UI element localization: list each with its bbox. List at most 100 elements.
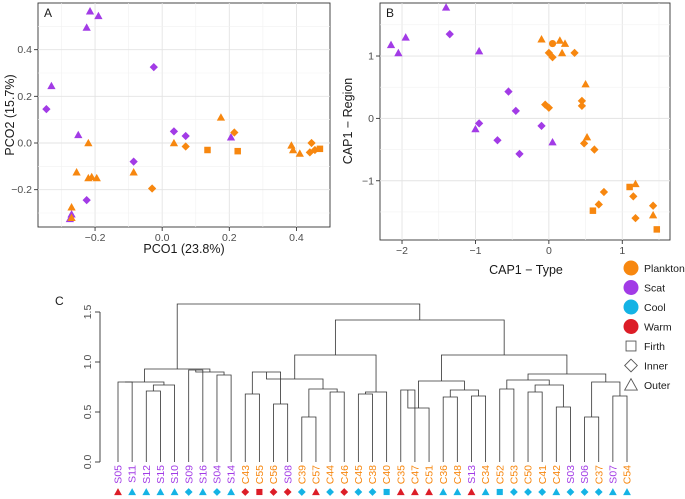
leaf-label: C44 — [325, 465, 337, 484]
panel-b-ylabel: CAP1 − Region — [341, 78, 355, 165]
leaf-label: C41 — [537, 465, 549, 484]
cap-point-plankton-square — [653, 226, 661, 233]
x-tick-label: 0.4 — [289, 232, 304, 244]
leaf-marker-warm-triangle — [114, 488, 122, 496]
dendrogram-branch — [145, 390, 161, 462]
dendrogram-branch — [334, 319, 505, 355]
leaf-label: S09 — [183, 465, 195, 484]
dendrogram-branch — [357, 393, 373, 462]
leaf-label: C56 — [268, 465, 280, 484]
cap-point-scat-triangle — [401, 33, 410, 41]
x-tick-label: −2 — [396, 245, 408, 257]
cap-point-scat-triangle — [548, 137, 557, 146]
dendrogram-branch — [329, 391, 345, 462]
cap-point-plankton-triangle — [631, 179, 640, 188]
leaf-marker-warm-diamond — [241, 488, 250, 496]
legend-label-outer: Outer — [644, 380, 671, 392]
cap-point-plankton-diamond — [579, 139, 589, 148]
cap-point-scat-diamond — [445, 30, 454, 39]
leaf-label: C36 — [438, 465, 450, 484]
pco-point-scat-diamond — [181, 131, 190, 141]
leaf-marker-cool-diamond — [524, 488, 532, 496]
pco-point-scat-triangle — [82, 23, 91, 31]
cap-point-plankton-diamond — [594, 200, 603, 209]
leaf-label: C57 — [311, 465, 323, 484]
cap-point-plankton-diamond — [629, 192, 638, 201]
dendrogram-branch — [471, 395, 487, 462]
panel-a-axes: −0.2 0.0 0.2 0.4 −0.2 0.0 0.2 0.4 — [11, 44, 304, 244]
cap-point-plankton-diamond — [590, 145, 599, 154]
pco-point-plankton-diamond — [181, 142, 190, 151]
pco-point-plankton-triangle — [216, 113, 226, 121]
x-tick-label: −0.2 — [85, 232, 106, 244]
pco-point-scat-diamond — [82, 196, 91, 205]
dendrogram-branch — [499, 388, 515, 462]
y-tick-label: 0.0 — [82, 455, 94, 470]
dendrogram-branch — [273, 403, 289, 462]
cap-point-scat-diamond — [504, 87, 513, 96]
dendrogram-branch — [527, 391, 543, 462]
leaf-label: S15 — [155, 465, 167, 484]
leaf-label: C54 — [622, 465, 634, 484]
leaf-label: S03 — [565, 465, 577, 484]
leaf-marker-cool-diamond — [580, 488, 589, 496]
legend-label-inner: Inner — [644, 361, 668, 373]
legend-swatch-firth — [625, 340, 637, 352]
leaf-label: C40 — [381, 465, 393, 484]
cap-point-scat-diamond — [537, 121, 546, 131]
leaf-label: C45 — [353, 465, 365, 484]
y-tick-label: 0 — [368, 113, 374, 125]
cap-point-scat-triangle — [474, 46, 484, 55]
leaf-marker-cool-diamond — [213, 488, 221, 496]
leaf-label: C53 — [508, 465, 520, 484]
panel-c-letter: C — [55, 294, 64, 308]
leaf-marker-cool-diamond — [184, 488, 193, 496]
y-tick-label: 0.5 — [82, 405, 94, 420]
legend-swatch-cool — [623, 299, 639, 315]
dendrogram-branch — [555, 406, 571, 462]
leaf-marker-cool-triangle — [198, 488, 207, 496]
leaf-label: S08 — [282, 465, 294, 484]
leaf-label: C35 — [395, 465, 407, 484]
pco-point-plankton-triangle — [84, 138, 93, 147]
y-tick-label: 1 — [368, 51, 374, 63]
cap-point-plankton-circle — [548, 39, 557, 48]
leaf-marker-cool-triangle — [608, 488, 617, 496]
cap-point-scat-diamond — [474, 119, 484, 128]
leaf-marker-cool-diamond — [297, 488, 306, 496]
pco-point-plankton-diamond — [310, 145, 320, 155]
leaf-marker-warm-triangle — [396, 488, 405, 496]
pco-point-plankton-triangle — [72, 168, 81, 176]
y-tick-label: −0.2 — [11, 184, 32, 196]
leaf-label: C42 — [551, 465, 563, 484]
leaf-label: C34 — [480, 465, 492, 484]
pco-point-scat-triangle — [94, 11, 103, 20]
leaf-marker-cool-triangle — [170, 488, 179, 496]
dendrogram-branch — [144, 368, 211, 382]
x-tick-label: 0 — [546, 245, 552, 257]
pco-point-scat-triangle — [47, 81, 56, 90]
leaf-marker-cool-diamond — [326, 488, 334, 496]
legend-swatch-warm — [623, 319, 639, 334]
y-tick-label: 0.0 — [17, 138, 32, 150]
dendrogram-branch — [125, 381, 165, 385]
leaf-label: S07 — [607, 465, 619, 484]
pco-point-scat-diamond — [169, 127, 179, 136]
panel-a-letter: A — [44, 6, 52, 20]
leaf-label: S14 — [226, 465, 238, 484]
y-tick-label: 0.2 — [17, 91, 32, 103]
leaf-label: S16 — [197, 465, 209, 484]
leaf-label: S06 — [579, 465, 591, 484]
panel-c-dendrogram: C 0.00.51.01.5 S05 S11 S12 S15 S10 S09 S16 S04 S… — [55, 294, 634, 496]
cap-point-scat-triangle — [441, 3, 451, 11]
leaf-marker-cool-diamond — [354, 488, 363, 496]
pco-point-plankton-triangle — [295, 149, 304, 157]
pco-point-scat-diamond — [149, 63, 158, 72]
leaf-marker-cool-triangle — [142, 488, 151, 496]
leaf-label: C52 — [494, 465, 506, 484]
legend-label-scat: Scat — [644, 283, 665, 295]
pco-point-plankton-square — [204, 146, 211, 154]
leaf-marker-cool-triangle — [481, 488, 490, 496]
y-tick-label: 0.4 — [17, 44, 32, 56]
